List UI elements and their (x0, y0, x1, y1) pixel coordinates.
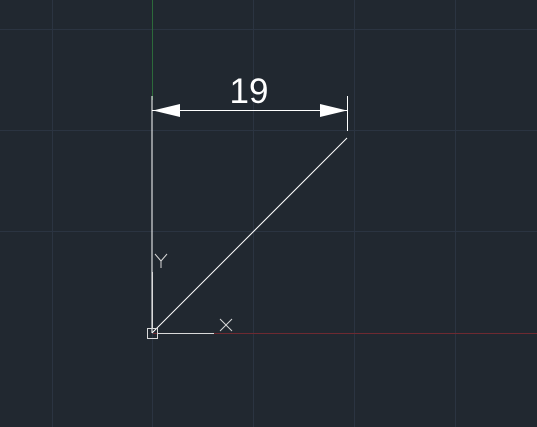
linear-dimension[interactable]: 19 (152, 72, 348, 131)
diagonal-line[interactable] (151, 137, 348, 334)
geometry[interactable] (151, 96, 348, 334)
dimension-arrow-right (320, 104, 347, 117)
ucs-icon (147, 253, 233, 339)
dimension-arrow-left (153, 104, 180, 117)
ucs-x-glyph (219, 318, 233, 332)
dimension-text[interactable]: 19 (230, 72, 269, 111)
origin-marker-icon (147, 328, 158, 339)
ucs-y-glyph (154, 253, 168, 268)
